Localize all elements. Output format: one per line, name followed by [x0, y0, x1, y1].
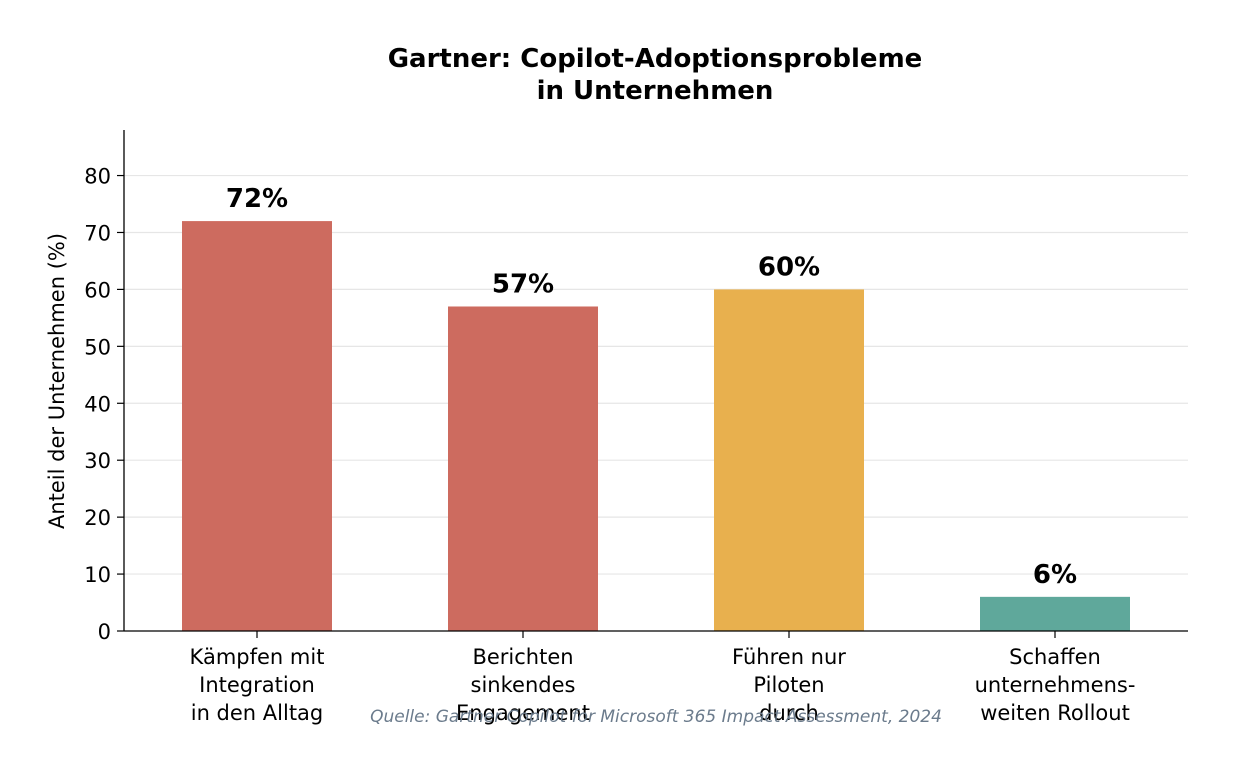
- y-axis-title: Anteil der Unternehmen (%): [45, 233, 69, 529]
- x-ticks: Kämpfen mit Integration in den Alltag Beric…: [190, 631, 1136, 725]
- x-tick-label: Führen nur: [732, 645, 846, 669]
- y-tick-label: 80: [84, 165, 111, 189]
- bar-value-label: 72%: [226, 184, 288, 214]
- bar-value-label: 60%: [758, 252, 820, 282]
- x-tick-label: Schaffen: [1009, 645, 1101, 669]
- x-tick-label: durch: [759, 701, 819, 725]
- bar: [714, 289, 864, 631]
- y-ticks: 0 10 20 30 40 50 60 70 80: [84, 165, 124, 644]
- chart-title: Gartner: Copilot-Adoptionsprobleme in Un…: [388, 44, 923, 106]
- y-tick-label: 30: [84, 449, 111, 473]
- x-tick-label: Integration: [199, 673, 315, 697]
- bar-value-label: 57%: [492, 269, 554, 299]
- bar: [980, 596, 1130, 631]
- x-tick-label: Engagement: [456, 701, 590, 725]
- source-note: Quelle: Gartner Copilot for Microsoft 36…: [370, 707, 942, 727]
- chart-title-line-2: in Unternehmen: [537, 76, 774, 106]
- x-tick-label: weiten Rollout: [980, 701, 1130, 725]
- y-tick-label: 0: [98, 620, 111, 644]
- bar: [448, 306, 598, 631]
- bars: [182, 221, 1130, 631]
- y-tick-label: 40: [84, 392, 111, 416]
- bar-value-label: 6%: [1033, 560, 1077, 590]
- y-tick-label: 50: [84, 335, 111, 359]
- y-tick-label: 60: [84, 278, 111, 302]
- x-tick-label: Piloten: [753, 673, 824, 697]
- y-tick-label: 10: [84, 563, 111, 587]
- x-tick-label: unternehmens-: [975, 673, 1136, 697]
- value-labels: 72% 57% 60% 6%: [226, 184, 1077, 590]
- bar: [182, 221, 332, 631]
- y-tick-label: 70: [84, 221, 111, 245]
- y-tick-label: 20: [84, 506, 111, 530]
- chart-title-line-1: Gartner: Copilot-Adoptionsprobleme: [388, 44, 923, 74]
- x-tick-label: Kämpfen mit: [190, 645, 325, 669]
- x-tick-label: in den Alltag: [191, 701, 324, 725]
- x-tick-label: Berichten: [472, 645, 573, 669]
- x-tick-label: sinkendes: [471, 673, 576, 697]
